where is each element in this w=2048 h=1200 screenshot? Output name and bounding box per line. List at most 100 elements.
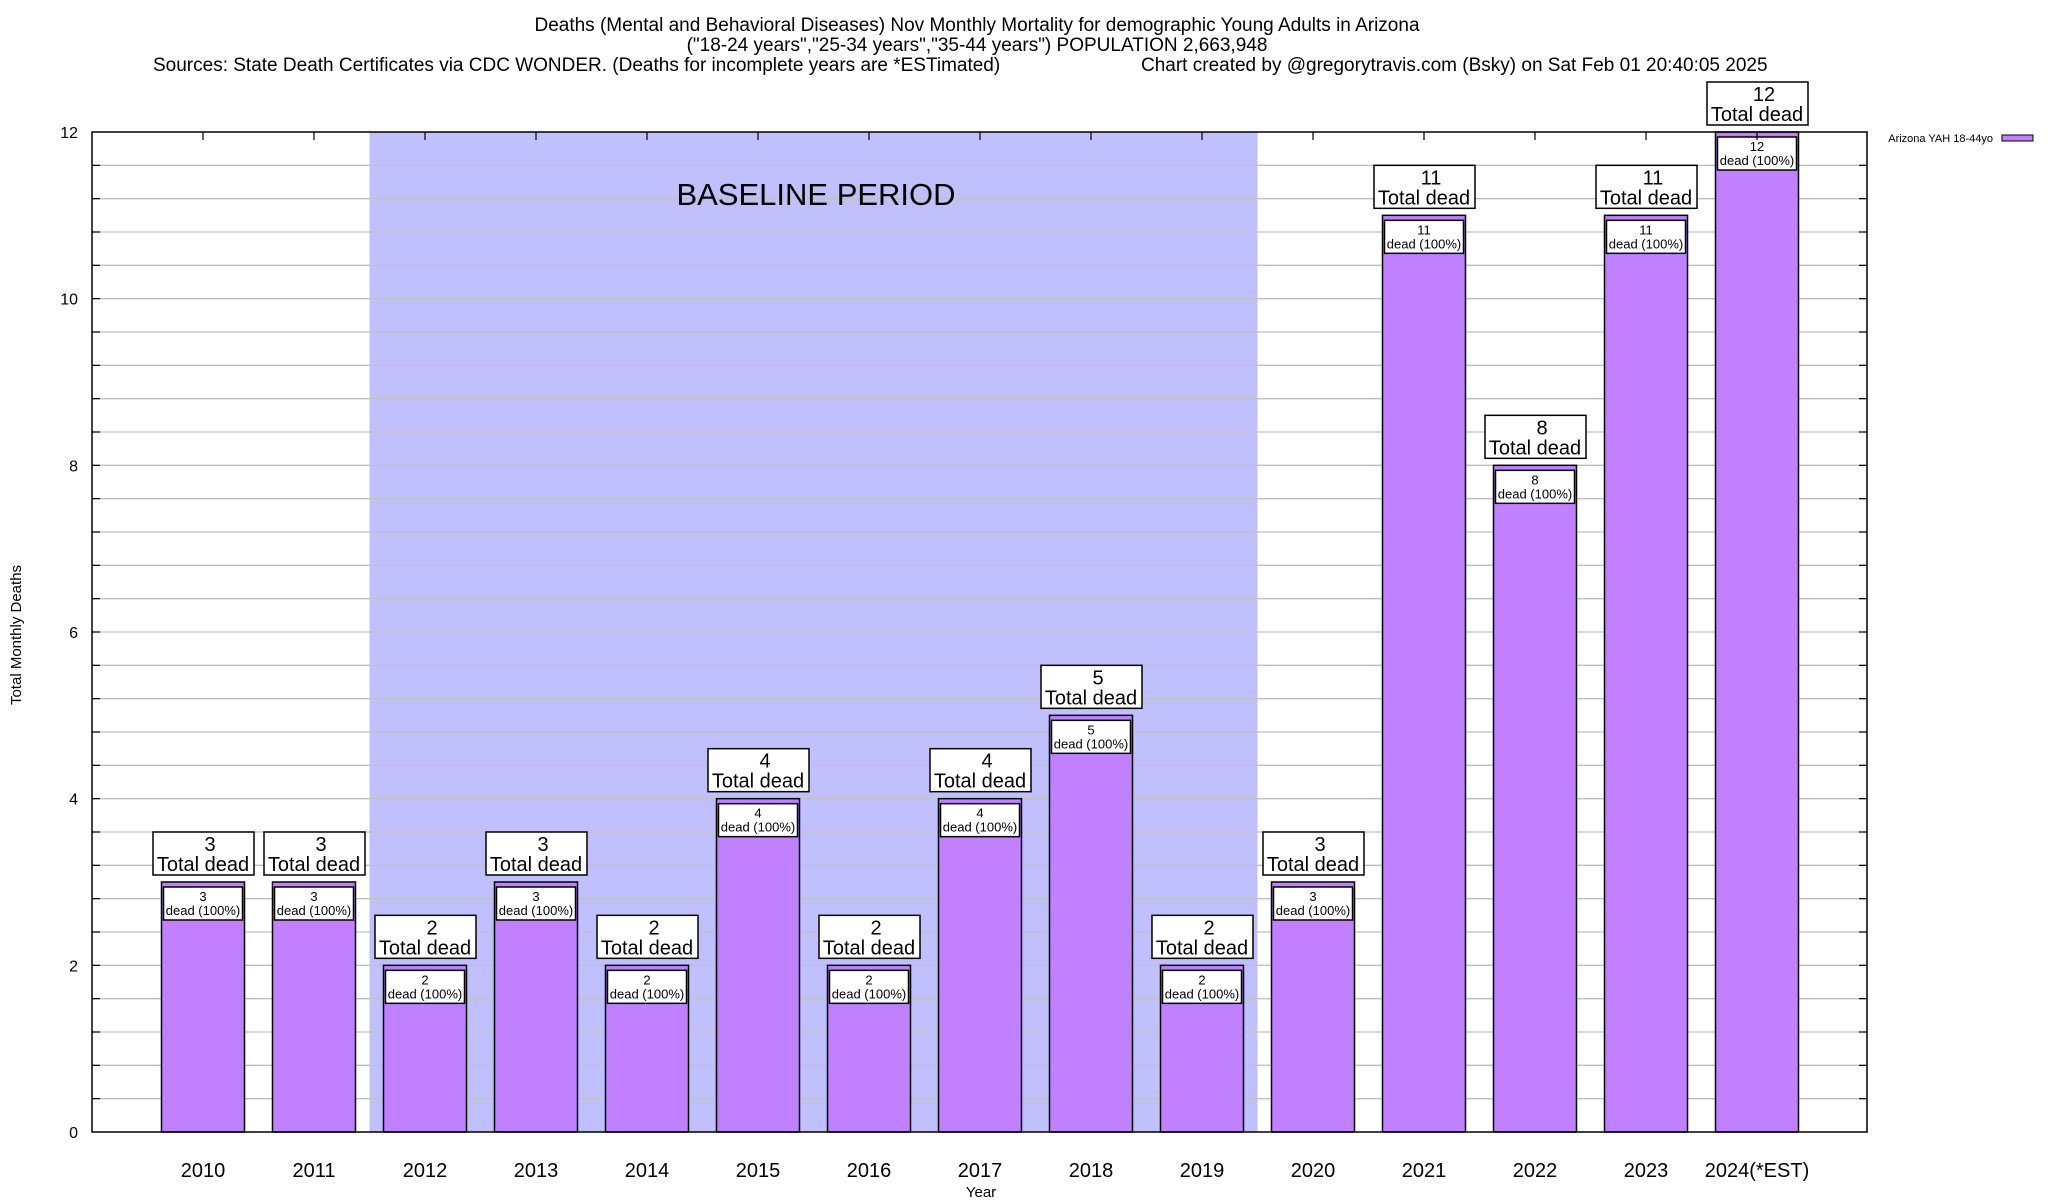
inner-label-text: dead (100%) <box>1720 153 1794 168</box>
inner-label-box <box>495 886 577 921</box>
bar <box>493 881 579 1133</box>
total-label-value: 8 <box>1536 417 1547 439</box>
bar <box>1381 214 1467 1133</box>
x-tick-label: 2019 <box>1180 1160 1225 1182</box>
inner-label-value: 5 <box>1087 722 1094 737</box>
x-tick-label: 2010 <box>181 1160 226 1182</box>
inner-label-value: 11 <box>1417 222 1431 237</box>
inner-label-text: dead (100%) <box>499 903 573 918</box>
total-label-box <box>596 914 699 960</box>
inner-label-box <box>606 969 688 1005</box>
total-label-value: 3 <box>537 834 548 856</box>
total-label-box <box>152 831 255 876</box>
total-label-box <box>1262 831 1365 876</box>
total-label-box <box>707 747 810 793</box>
total-label-box <box>1040 664 1143 710</box>
total-label-text: Total dead <box>1711 104 1803 126</box>
total-label-text: Total dead <box>268 854 360 876</box>
x-tick-label: 2021 <box>1402 1160 1447 1182</box>
inner-label-box <box>939 802 1021 838</box>
total-label-text: Total dead <box>1045 687 1137 709</box>
chart-subtitle: ("18-24 years","25-34 years","35-44 year… <box>687 35 1268 56</box>
x-tick-label: 2011 <box>292 1160 335 1182</box>
inner-label-value: 11 <box>1639 222 1653 237</box>
bar <box>937 797 1023 1133</box>
inner-label-text: dead (100%) <box>721 820 795 835</box>
total-label-value: 11 <box>1643 167 1664 189</box>
total-label-value: 2 <box>426 917 437 939</box>
inner-label-box <box>828 969 910 1005</box>
total-label-value: 4 <box>759 751 770 773</box>
x-tick-label: 2020 <box>1291 1160 1336 1182</box>
total-label-value: 5 <box>1092 667 1103 689</box>
inner-label-box <box>1272 886 1354 921</box>
total-label-text: Total dead <box>934 771 1026 793</box>
inner-label-text: dead (100%) <box>1498 486 1572 501</box>
chart-title: Deaths (Mental and Behavioral Diseases) … <box>534 15 1419 36</box>
total-label-text: Total dead <box>1378 187 1470 209</box>
bar <box>1270 881 1356 1133</box>
inner-label-text: dead (100%) <box>943 820 1017 835</box>
total-label-box <box>1151 914 1254 960</box>
total-label-value: 3 <box>204 834 215 856</box>
total-label-text: Total dead <box>601 937 693 959</box>
inner-label-box <box>1605 219 1687 255</box>
inner-label-value: 8 <box>1531 472 1538 487</box>
inner-label-box <box>1050 719 1132 755</box>
bar <box>1603 214 1689 1133</box>
inner-label-value: 4 <box>754 806 761 821</box>
x-axis-label: Year <box>966 1184 996 1200</box>
inner-label-box <box>1161 969 1243 1005</box>
total-label-text: Total dead <box>1267 854 1359 876</box>
x-tick-label: 2014 <box>625 1160 670 1182</box>
inner-label-value: 2 <box>421 972 428 987</box>
inner-label-text: dead (100%) <box>832 986 906 1001</box>
total-label-text: Total dead <box>1156 937 1248 959</box>
x-tick-label: 2023 <box>1624 1160 1669 1182</box>
total-label-value: 3 <box>1314 834 1325 856</box>
y-axis-label: Total Monthly Deaths <box>8 565 25 705</box>
chart-sources: Sources: State Death Certificates via CD… <box>153 55 1000 76</box>
baseline-label: BASELINE PERIOD <box>676 177 955 212</box>
inner-label-text: dead (100%) <box>1054 736 1128 751</box>
total-label-text: Total dead <box>1489 437 1581 459</box>
y-tick-label: 4 <box>69 792 78 809</box>
inner-label-box <box>384 969 466 1005</box>
inner-label-box <box>1383 219 1465 255</box>
x-tick-label: 2015 <box>736 1160 781 1182</box>
total-label-value: 2 <box>870 917 881 939</box>
inner-label-value: 3 <box>532 889 539 904</box>
inner-label-text: dead (100%) <box>388 986 462 1001</box>
bar <box>160 881 246 1133</box>
total-label-box <box>374 914 477 960</box>
inner-label-text: dead (100%) <box>166 903 240 918</box>
x-tick-label: 2016 <box>847 1160 892 1182</box>
y-tick-label: 6 <box>69 625 78 642</box>
bar <box>271 881 357 1133</box>
inner-label-text: dead (100%) <box>1387 236 1461 251</box>
inner-label-text: dead (100%) <box>610 986 684 1001</box>
bar <box>1048 714 1134 1133</box>
bar <box>1714 131 1800 1133</box>
inner-label-value: 2 <box>1198 972 1205 987</box>
total-label-box <box>1373 164 1476 210</box>
total-label-value: 3 <box>315 834 326 856</box>
bar <box>1492 464 1578 1133</box>
inner-label-text: dead (100%) <box>1276 903 1350 918</box>
total-label-value: 4 <box>981 751 992 773</box>
inner-label-box <box>162 886 244 921</box>
inner-label-value: 12 <box>1750 139 1764 154</box>
x-tick-label: 2024(*EST) <box>1705 1160 1810 1182</box>
inner-label-value: 2 <box>865 972 872 987</box>
x-tick-label: 2022 <box>1513 1160 1558 1182</box>
x-tick-label: 2012 <box>403 1160 448 1182</box>
inner-label-value: 3 <box>310 889 317 904</box>
total-label-box <box>1706 81 1809 126</box>
x-tick-label: 2018 <box>1069 1160 1114 1182</box>
y-tick-label: 12 <box>60 125 78 142</box>
total-label-value: 12 <box>1753 84 1775 106</box>
legend-swatch <box>2001 134 2034 142</box>
y-tick-label: 8 <box>69 458 78 475</box>
y-tick-label: 10 <box>60 292 78 309</box>
